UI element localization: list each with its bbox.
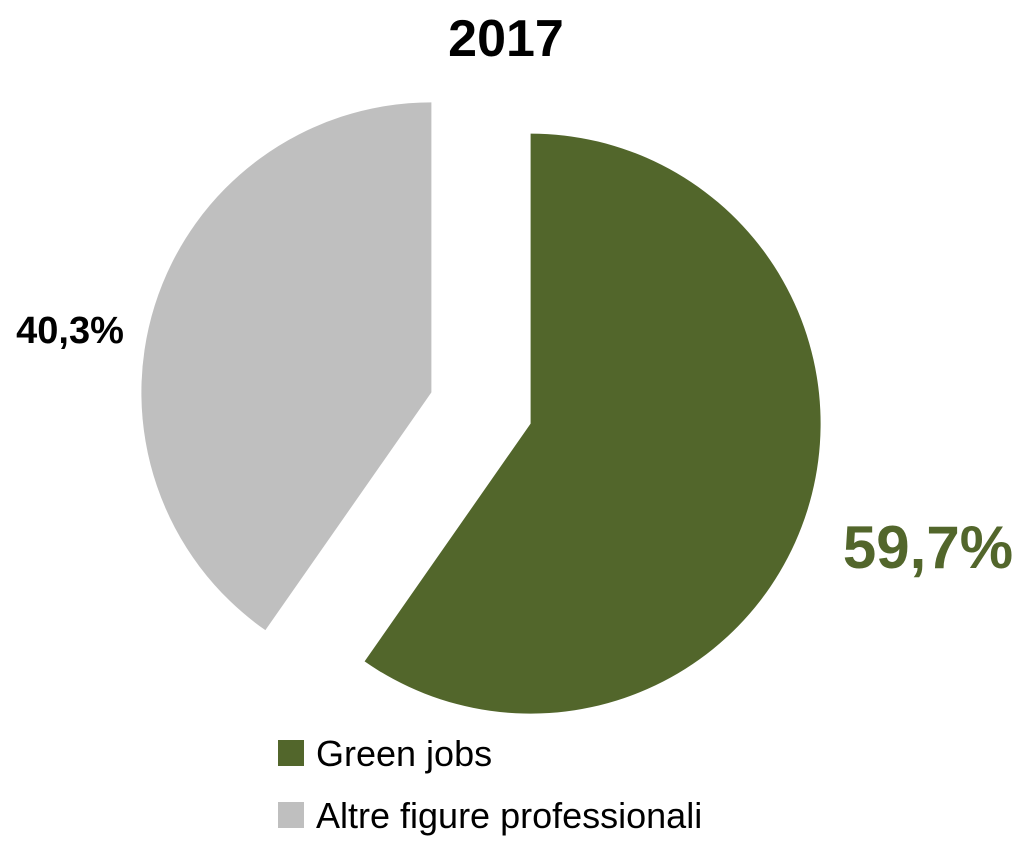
data-label-altre-figure-professionali: 40,3%: [16, 310, 124, 352]
legend-label-green-jobs: Green jobs: [316, 733, 492, 774]
data-label-green-jobs: 59,7%: [843, 514, 1013, 581]
chart-title: 2017: [448, 10, 564, 68]
legend-label-altre-figure-professionali: Altre figure professionali: [316, 795, 702, 836]
pie-slice-altre-figure-professionali: [141, 102, 432, 631]
pie-slices: [141, 102, 821, 714]
pie-slice-green-jobs: [364, 133, 821, 714]
legend: Green jobs Altre figure professionali: [278, 733, 702, 836]
data-labels: 59,7% 40,3%: [16, 310, 1013, 581]
legend-swatch-altre-figure-professionali: [278, 802, 304, 828]
legend-swatch-green-jobs: [278, 740, 304, 766]
